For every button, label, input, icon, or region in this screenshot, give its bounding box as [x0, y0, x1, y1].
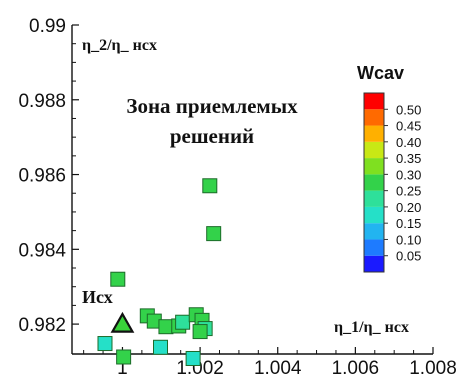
data-point: [206, 226, 222, 242]
y-tick-label: 0.99: [29, 16, 66, 37]
colorbar-tick-label: 0.40: [396, 135, 421, 150]
colorbar-tick-label: 0.45: [396, 119, 421, 134]
colorbar-swatch: [364, 206, 384, 224]
colorbar-tick-label: 0.20: [396, 200, 421, 215]
axes: [71, 25, 433, 355]
x-tick-label: 1.008: [409, 358, 457, 374]
y-axis-label: η_2/η_ нcx: [82, 37, 157, 54]
annotation-line-2: решений: [170, 124, 254, 148]
colorbar-swatch: [364, 255, 384, 272]
colorbar-swatch: [364, 93, 384, 110]
colorbar-tick-label: 0.35: [396, 151, 421, 166]
colorbar-tick-label: 0.25: [396, 184, 421, 199]
colorbar-swatch: [364, 174, 384, 191]
y-tick-label: 0.984: [18, 240, 66, 261]
data-point: [153, 339, 169, 355]
data-point: [110, 271, 126, 287]
colorbar-swatch: [364, 223, 384, 240]
y-tick-label: 0.982: [18, 315, 66, 336]
y-tick-label: 0.986: [18, 166, 66, 187]
colorbar-swatch: [364, 190, 384, 207]
colorbar-tick-label: 0.50: [396, 102, 421, 117]
x-tick-label: 1: [117, 358, 128, 374]
data-point: [202, 178, 218, 194]
x-tick-label: 1.004: [254, 358, 302, 374]
x-tick-label: 1.006: [332, 358, 380, 374]
data-point: [158, 319, 174, 335]
colorbar: 0.05 0.100.150.200.25 0.300.350.400.45 0.50: [363, 92, 421, 273]
data-point: [116, 349, 132, 365]
data-points: [97, 178, 222, 366]
reference-point-label: Исх: [82, 287, 113, 307]
colorbar-tick-label: 0.15: [396, 216, 421, 231]
data-point: [97, 336, 113, 352]
data-point: [185, 350, 201, 366]
colorbar-tick-label: 0.05: [396, 249, 421, 264]
colorbar-tick-label: 0.10: [396, 232, 421, 247]
colorbar-swatch: [364, 125, 384, 142]
reference-point-marker: [110, 311, 135, 333]
colorbar-tick-label: 0.30: [396, 167, 421, 182]
colorbar-swatch: [364, 239, 384, 256]
colorbar-swatch: [364, 158, 384, 175]
data-point: [175, 314, 191, 330]
colorbar-swatch: [364, 109, 384, 126]
y-tick-label: 0.988: [18, 91, 66, 112]
colorbar-swatch: [364, 141, 384, 159]
annotation-line-1: Зона приемлемых: [126, 94, 298, 118]
x-axis-label: η_1/η_ нcx: [334, 319, 409, 336]
data-point: [192, 324, 208, 340]
colorbar-title: Wcav: [357, 63, 404, 83]
colorbar-frame: [363, 92, 385, 273]
reference-point-group: [110, 311, 135, 333]
